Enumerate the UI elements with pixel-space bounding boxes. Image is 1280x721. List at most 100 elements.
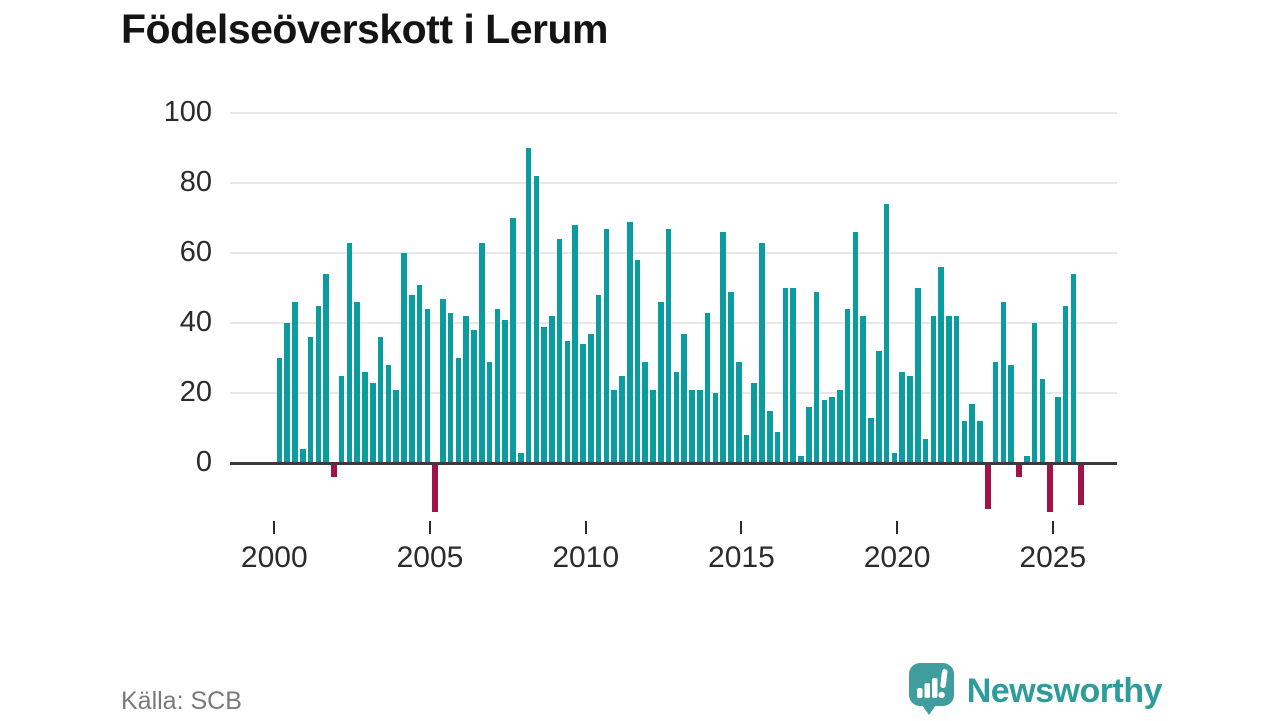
bar-2016q4 (798, 456, 804, 463)
bar-2000q1 (276, 358, 283, 463)
bar-2006q2 (471, 330, 477, 463)
bar-2015q4 (767, 410, 773, 463)
bar-2007q4 (517, 452, 524, 463)
bar-2011q3 (634, 260, 641, 463)
bar-2019q3 (883, 204, 890, 463)
bar-2003q2 (377, 337, 384, 463)
bar-2004q1 (401, 253, 407, 463)
bar-2021q2 (938, 267, 944, 463)
bar-2009q1 (556, 239, 563, 463)
chart-title: Födelseöverskott i Lerum (121, 6, 608, 52)
bar-2023q3 (1008, 365, 1014, 463)
bar-2020q1 (899, 372, 905, 463)
bar-2001q3 (323, 274, 329, 463)
bar-2002q1 (338, 375, 345, 463)
y-axis-label-20: 20 (179, 376, 212, 408)
bar-2004q2 (408, 295, 415, 463)
bar-2016q1 (774, 431, 781, 463)
gridline-100 (230, 112, 1117, 114)
bar-2012q2 (658, 302, 664, 463)
bar-2015q3 (759, 242, 765, 463)
bar-2003q4 (393, 389, 399, 463)
gridline-60 (230, 252, 1117, 254)
x-tick-2005 (429, 521, 431, 534)
bar-2025q3 (1070, 274, 1077, 463)
bar-2022q2 (969, 403, 976, 463)
bar-2021q3 (946, 316, 952, 463)
bar-2022q1 (961, 421, 968, 463)
bar-2013q4 (704, 312, 711, 463)
bar-2005q4 (455, 358, 462, 463)
x-axis-label-2005: 2005 (396, 541, 464, 574)
bar-2012q1 (650, 389, 656, 463)
bar-2015q1 (743, 435, 750, 463)
bar-2025q2 (1062, 305, 1069, 463)
bar-2020q3 (914, 288, 921, 463)
bar-2000q2 (284, 323, 290, 463)
bar-2002q4 (362, 372, 368, 463)
bar-2019q2 (876, 351, 882, 463)
bar-2004q3 (416, 284, 423, 463)
x-tick-2025 (1051, 521, 1054, 534)
bar-2003q3 (385, 365, 392, 463)
newsworthy-logo-text: Newsworthy (966, 671, 1163, 710)
gridline-40 (230, 322, 1117, 324)
x-tick-2010 (584, 521, 587, 534)
bar-2000q4 (299, 449, 306, 463)
bar-2008q4 (549, 316, 555, 463)
bar-2006q3 (479, 242, 485, 463)
gridline-20 (230, 392, 1117, 394)
x-axis-label-2020: 2020 (863, 541, 931, 574)
bar-2021q1 (930, 316, 937, 463)
bar-2020q2 (907, 375, 913, 463)
bar-2006q1 (463, 316, 470, 463)
bar-2009q2 (564, 340, 571, 463)
source-note: Källa: SCB (121, 687, 242, 715)
bar-2011q4 (642, 361, 649, 463)
x-axis-label-2015: 2015 (708, 541, 775, 574)
bar-2012q4 (673, 372, 680, 463)
bar-2024q3 (1039, 379, 1046, 463)
bar-2025q1 (1055, 396, 1061, 463)
bar-2007q1 (494, 309, 501, 463)
bar-2014q4 (735, 361, 742, 463)
bar-2018q2 (844, 309, 851, 463)
bar-2024q1 (1023, 456, 1030, 463)
bar-2010q3 (603, 228, 610, 463)
bar-2016q3 (790, 288, 796, 463)
gridline-80 (230, 182, 1117, 184)
bar-2010q2 (595, 295, 602, 463)
bar-2014q1 (712, 393, 719, 463)
bar-2008q1 (525, 148, 532, 463)
bar-2005q3 (447, 312, 454, 463)
x-axis-label-2010: 2010 (552, 541, 620, 574)
bar-2022q4 (985, 463, 991, 509)
newsworthy-branding: Newsworthy (908, 662, 1163, 721)
bar-2005q1 (432, 463, 438, 512)
bar-2024q4 (1047, 463, 1053, 512)
bar-2009q3 (572, 225, 579, 463)
bar-2011q1 (619, 375, 625, 463)
bar-2017q2 (813, 291, 820, 463)
bar-2008q2 (533, 176, 540, 463)
bar-2018q1 (837, 389, 843, 463)
bar-2022q3 (977, 421, 983, 463)
bar-2025q4 (1078, 463, 1085, 505)
x-axis-label-2000: 2000 (240, 541, 308, 574)
bar-2008q3 (541, 326, 547, 463)
bar-2023q4 (1016, 463, 1022, 477)
bar-2007q2 (502, 319, 508, 463)
x-axis-label-2025: 2025 (1019, 541, 1087, 574)
bar-2018q3 (852, 232, 859, 463)
bar-2001q4 (331, 463, 337, 477)
bar-2023q1 (992, 361, 999, 463)
bar-2024q2 (1031, 323, 1038, 463)
bar-2018q4 (860, 316, 867, 463)
bar-2014q2 (720, 232, 726, 463)
bar-2014q3 (728, 291, 734, 463)
bar-2021q4 (953, 316, 960, 463)
bar-2017q4 (829, 396, 835, 463)
y-axis-label-100: 100 (163, 96, 212, 128)
newsworthy-logo-icon (908, 662, 955, 721)
